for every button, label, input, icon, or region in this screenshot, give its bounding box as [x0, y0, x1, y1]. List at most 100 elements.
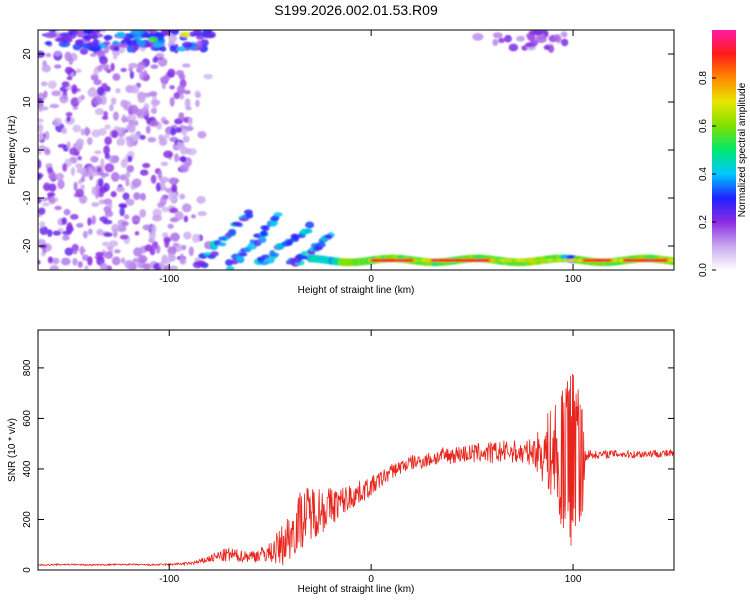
spectrogram-blob [273, 212, 283, 217]
spectrogram-blob [98, 128, 107, 136]
spectrogram-blob [86, 137, 93, 146]
spectrogram-blob [243, 209, 253, 215]
spectrogram-blob [178, 112, 185, 121]
spectrogram-blob [171, 183, 178, 193]
spectrogram-blob [87, 217, 92, 226]
spectrogram-blob [59, 32, 73, 37]
spectrogram-blob [94, 150, 102, 155]
spectrogram-blob [553, 34, 561, 42]
spectrogram-blob [138, 255, 148, 264]
spectrogram-blob [91, 215, 96, 225]
spectrogram-blob [155, 182, 162, 192]
spectrogram-blob [130, 30, 145, 37]
spectrogram-blob [76, 68, 82, 73]
spectrogram-blob [149, 120, 160, 127]
spectrogram-blob [139, 134, 146, 140]
snr-panel: -100 0 100 0 200 400 600 800 Height of straight… [7, 329, 675, 595]
spectrogram-blob [115, 31, 126, 38]
spectrogram-blob [101, 30, 107, 33]
spectrogram-blob [148, 230, 156, 241]
spectrogram-blob [159, 176, 170, 183]
spectrogram-blob [144, 244, 153, 252]
spectrogram-blob [72, 250, 78, 255]
spectrogram-blob [104, 124, 111, 130]
spectrogram-blob [64, 51, 72, 62]
spectrogram-blob [126, 137, 135, 148]
y-tick-label: -20 [22, 238, 33, 253]
spectrogram-blob [122, 192, 130, 201]
spectrogram-blob [41, 202, 50, 207]
spectrogram-blob [161, 81, 166, 90]
x-tick-label: -100 [159, 274, 179, 285]
spectrogram-blob [77, 95, 83, 103]
spectrogram-blob [66, 141, 71, 149]
spectrogram-blob [225, 265, 235, 270]
spectrogram-blob [260, 230, 268, 237]
spectrogram-blob [134, 231, 140, 236]
spectrogram-blob [120, 99, 128, 108]
spectrogram-blob [179, 93, 185, 100]
spectrogram-blob [96, 50, 106, 57]
spectrogram-blob [55, 172, 64, 181]
spectrogram-blob [181, 244, 187, 251]
spectrogram-blob [111, 130, 119, 138]
spectrogram-blob [139, 70, 144, 81]
spectrogram-blob [44, 130, 50, 141]
spectrogram-blob [190, 214, 196, 219]
spectrogram-blob [51, 90, 62, 97]
spectrogram-blob [45, 52, 52, 58]
spectrogram-blob [86, 42, 100, 48]
spectrogram-blob [90, 52, 97, 57]
spectrogram-blob [140, 107, 150, 117]
spectrogram-blob [150, 64, 159, 69]
spectrogram-blob [183, 89, 191, 95]
spectrogram-blob [163, 134, 170, 139]
spectrogram-blob [72, 257, 78, 266]
spectrogram-blob [192, 30, 202, 35]
spectrogram-blob [194, 90, 201, 98]
spectrogram-blob [71, 243, 79, 252]
spectrogram-blob [69, 147, 78, 156]
spectrogram-blob [54, 205, 62, 211]
spectrogram-blob [38, 259, 41, 265]
spectrogram-background [38, 30, 674, 270]
spectrogram-blob [118, 203, 127, 209]
y-tick-label: 0 [22, 147, 33, 153]
spectrogram-blob [57, 179, 65, 190]
spectrogram-blob [168, 177, 179, 185]
spectrogram-blob [167, 252, 174, 257]
spectrogram-blob [159, 46, 167, 52]
spectrogram-blob [150, 99, 161, 106]
spectrogram-blob [173, 92, 181, 100]
snr-x-label: Height of straight line (km) [298, 584, 415, 595]
spectrogram-x-label: Height of straight line (km) [298, 285, 415, 296]
spectrogram-blob [148, 30, 157, 34]
x-tick-label: 100 [565, 574, 582, 585]
spectrogram-blob [98, 199, 105, 205]
spectrogram-blob [160, 161, 169, 167]
spectrogram-blob [80, 128, 86, 136]
spectrogram-blob [125, 177, 130, 187]
spectrogram-blob [128, 67, 133, 72]
spectrogram-blob [225, 259, 234, 267]
spectrogram-blob [77, 261, 83, 269]
spectrogram-blob [159, 196, 167, 206]
snr-y-label: SNR (10 * v/v) [7, 418, 18, 482]
spectrogram-blob [238, 252, 248, 257]
spectrogram-blob [142, 162, 151, 169]
spectrogram-blob [112, 111, 119, 121]
spectrogram-blob [99, 55, 108, 65]
spectrogram-blob [38, 173, 42, 181]
spectrogram-blob [167, 68, 176, 78]
spectrogram-blob [137, 64, 145, 71]
spectrogram-blob [54, 37, 68, 43]
spectrogram-blob [83, 30, 94, 35]
spectrogram-blob [100, 158, 105, 168]
spectrogram-blob [197, 211, 207, 217]
x-tick-label: -100 [159, 574, 179, 585]
spectrogram-blob [38, 239, 46, 246]
spectrogram-blob [120, 158, 128, 169]
spectrogram-blob [62, 163, 68, 172]
